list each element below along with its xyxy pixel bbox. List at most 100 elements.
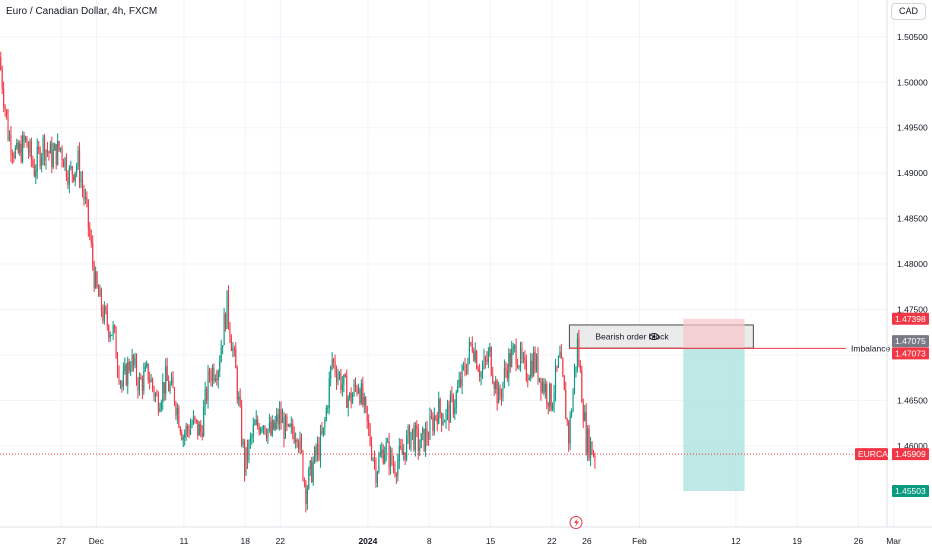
candle-body <box>173 387 176 404</box>
candle-body <box>477 368 479 372</box>
time-tick-label: Feb <box>632 536 647 546</box>
candle-body <box>413 428 415 450</box>
candle-body <box>296 439 298 443</box>
candle-body <box>535 354 538 371</box>
candle-body <box>97 286 100 297</box>
candle-body <box>397 461 399 477</box>
candle-body <box>462 365 465 367</box>
candle-body <box>115 329 117 359</box>
candle-body <box>185 426 187 435</box>
candle-body <box>33 165 35 177</box>
candle-body <box>388 441 390 468</box>
candle-body <box>43 137 46 161</box>
candle-body <box>500 394 503 398</box>
candle-body <box>362 383 364 405</box>
candle-body <box>417 429 419 451</box>
candle-body <box>46 150 49 152</box>
candle-body <box>127 362 129 386</box>
candle-body <box>314 447 316 463</box>
candle-body <box>461 365 463 386</box>
candle-body <box>565 389 567 420</box>
candle-body <box>584 412 586 421</box>
candle-body <box>518 366 520 368</box>
candle-body <box>527 379 529 381</box>
candle-body <box>439 398 441 413</box>
time-tick-label: 26 <box>854 536 864 546</box>
candle-body <box>217 371 219 380</box>
candle-body <box>201 432 203 437</box>
eye-icon[interactable] <box>649 333 659 341</box>
candle-body <box>45 150 47 161</box>
time-tick-label: 22 <box>547 536 557 546</box>
candle-body <box>328 378 330 408</box>
price-badge-top <box>892 312 929 325</box>
candle-body <box>0 56 2 70</box>
candle-body <box>492 374 494 384</box>
candle-body <box>499 387 501 395</box>
candle-body <box>298 442 300 450</box>
price-tick-label: 1.49000 <box>897 168 928 178</box>
candle-body <box>125 364 127 386</box>
candle-body <box>587 428 589 453</box>
candle-body <box>581 369 583 403</box>
candle-body <box>420 433 422 448</box>
candle-body <box>147 363 149 381</box>
candle-body <box>245 447 247 474</box>
candle-body <box>79 150 81 182</box>
candle-body <box>255 419 257 425</box>
candle-body <box>154 393 157 397</box>
time-tick-label: 12 <box>731 536 741 546</box>
candle-body <box>432 417 434 432</box>
candle-body <box>1 69 3 90</box>
candle-body <box>582 402 584 421</box>
candle-body <box>187 426 189 431</box>
candle-body <box>474 351 476 361</box>
candle-body <box>277 414 279 425</box>
candle-body <box>251 436 253 438</box>
candle-body <box>35 171 37 177</box>
candle-body <box>119 382 122 384</box>
candle-body <box>349 392 351 398</box>
candle-body <box>192 416 195 424</box>
candle-body <box>481 367 484 373</box>
price-badge-order-block-text: 1.47075 <box>895 336 926 346</box>
candle-body <box>14 147 16 158</box>
candle-body <box>168 380 170 392</box>
candle-body <box>57 141 59 165</box>
candle-body <box>29 141 31 153</box>
candle-body <box>214 378 216 381</box>
currency-button[interactable]: CAD <box>891 3 926 20</box>
price-badge-target-text: 1.45503 <box>895 486 926 496</box>
candle-body <box>248 441 250 461</box>
candle-body <box>153 387 155 397</box>
price-tick-label: 1.47500 <box>897 305 928 315</box>
time-tick-label: 26 <box>582 536 592 546</box>
candle-body <box>172 377 174 388</box>
candle-body <box>265 433 268 439</box>
candle-body <box>398 445 400 462</box>
imbalance-label: Imbalance <box>851 343 890 353</box>
candle-body <box>19 143 21 153</box>
candle-body <box>496 380 498 404</box>
candle-body <box>276 414 278 422</box>
candle-body <box>522 356 524 359</box>
candle-body <box>406 435 408 460</box>
candle-body <box>271 419 273 435</box>
candle-body <box>340 373 342 390</box>
candle-body <box>26 136 28 148</box>
candle-body <box>112 325 114 335</box>
candle-body <box>292 423 294 434</box>
candle-body <box>261 428 263 430</box>
candle-body <box>334 361 336 373</box>
candle-body <box>236 368 238 400</box>
candle-body <box>134 358 136 366</box>
candle-body <box>152 378 154 388</box>
candle-body <box>403 452 405 455</box>
candle-body <box>422 428 424 434</box>
candle-body <box>235 348 237 369</box>
candle-body <box>525 360 527 380</box>
candle-body <box>239 396 241 406</box>
candle-body <box>222 345 224 348</box>
